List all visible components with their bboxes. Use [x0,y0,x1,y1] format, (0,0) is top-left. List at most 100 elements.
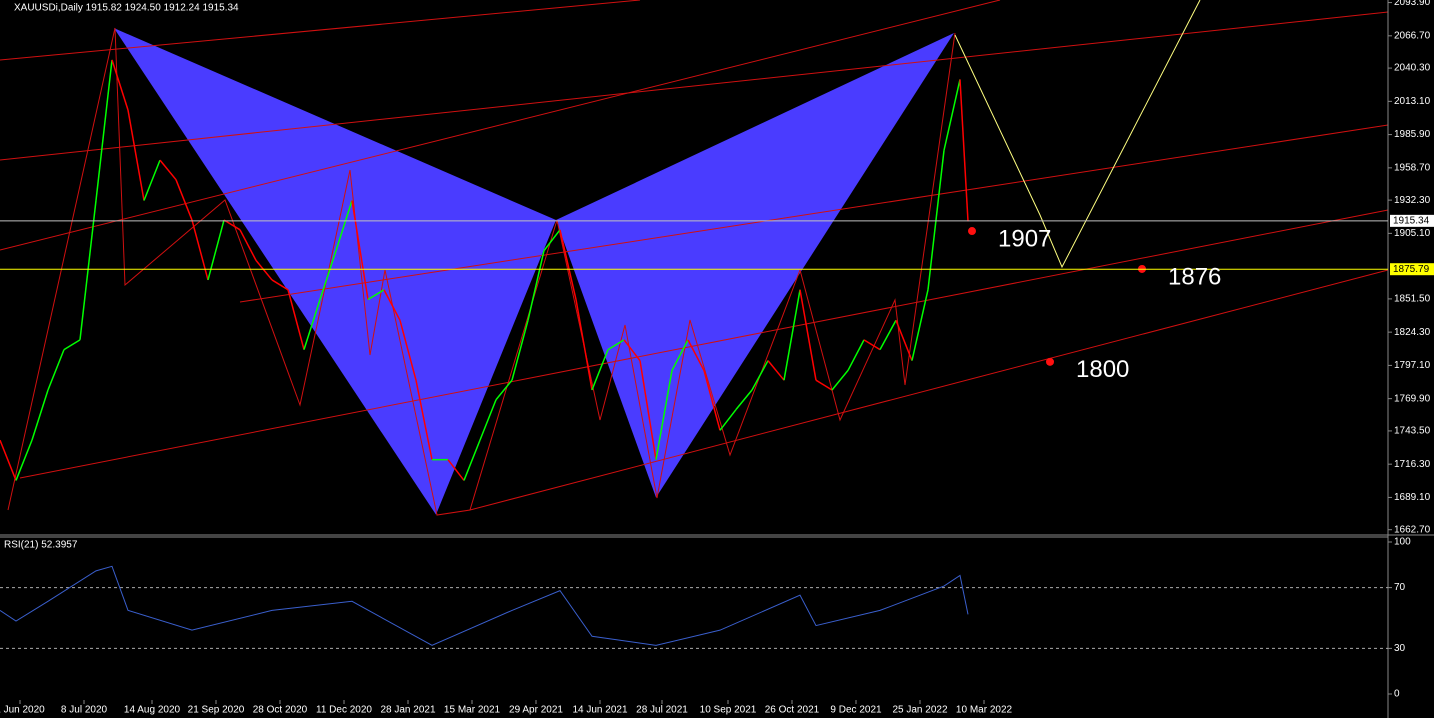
price-segment [607,339,625,351]
rsi-tick-label: 0 [1394,689,1400,700]
price-segment [287,289,305,350]
price-segment [15,439,33,481]
price-segment [895,320,913,361]
price-segment [223,219,241,231]
channel-line [0,0,641,61]
y-tick-label: 1689.10 [1394,492,1431,503]
x-tick-label: 28 Jan 2021 [380,705,435,716]
plot [0,59,1146,481]
x-tick-label: 8 Jul 2020 [61,705,108,716]
y-tick-label: 1905.10 [1394,228,1431,239]
price-segment [79,200,97,340]
y-tick-label: 2066.70 [1394,30,1431,41]
price-segment [735,389,753,411]
y-tick-label: 1797.10 [1394,360,1431,371]
price-segment [927,150,945,290]
price-segment [511,320,529,381]
price-label: 1915.34 [1393,215,1430,226]
x-tick-label: 15 Mar 2021 [444,705,501,716]
price-segment [207,219,225,281]
x-tick-label: 9 Dec 2021 [830,705,882,716]
price-segment [239,229,257,261]
price-segment [543,229,561,252]
price-segment [575,299,593,391]
x-tick-label: 14 Jun 2021 [572,705,627,716]
x-tick-label: 21 Sep 2020 [188,705,245,716]
price-segment [751,360,769,391]
y-tick-label: 1743.50 [1394,426,1431,437]
x-tick-label: 29 Apr 2021 [509,705,563,716]
y-tick-label: 2040.30 [1394,63,1431,74]
price-segment [191,219,209,281]
price-segment [383,289,401,321]
price-segment [959,79,969,222]
price-segment [863,339,881,351]
y-tick-label: 2093.90 [1394,0,1431,8]
price-segment [31,389,49,441]
x-tick-label: 28 Oct 2020 [253,705,308,716]
rsi-title: RSI(21) 52.3957 [4,540,78,551]
price-segment [271,279,289,291]
channel-line [19,209,1389,479]
y-tick-label: 1932.30 [1394,195,1431,206]
price-label-box [1390,263,1434,276]
x-tick-label: 26 Oct 2021 [765,705,820,716]
x-tick-label: 14 Aug 2020 [124,705,181,716]
price-segment [495,379,513,401]
price-segment [911,289,929,361]
zigzag [7,27,956,516]
price-segment [847,339,865,371]
rsi-line [0,565,969,646]
price-segment [399,320,417,381]
rsi-tick-label: 70 [1394,582,1406,593]
price-segment [63,339,81,351]
channel-lines [0,0,1389,516]
price-segment [815,379,833,391]
price-segment [783,289,801,381]
price-segment [351,200,369,300]
annotation-label: 1907 [998,225,1051,252]
price-segment [175,179,193,221]
rsi-tick-label: 30 [1394,643,1406,654]
price-segment [943,79,961,151]
price-segment [127,109,145,201]
price-segment [623,339,641,362]
channel-line [0,11,1389,161]
price-segment [447,459,465,481]
y-tick-label: 1662.70 [1394,524,1431,535]
price-segment [143,159,161,201]
price-segment [655,370,673,460]
price-label-box [1390,214,1434,227]
y-tick-label: 1985.90 [1394,129,1431,140]
annotation-dot [968,227,976,236]
pattern-triangle [114,28,556,515]
y-tick-label: 1824.30 [1394,327,1431,338]
x-tick-label: 28 Jul 2021 [636,705,688,716]
x-tick-label: 11 Dec 2020 [316,705,372,716]
x-tick-label: 1 Jun 2020 [0,705,45,716]
x-tick-label: 10 Mar 2022 [956,705,1013,716]
price-segment [671,339,689,371]
price-segment [703,370,721,431]
chart-title: XAUUSDi,Daily 1915.82 1924.50 1912.24 19… [14,3,239,14]
x-tick-label: 25 Jan 2022 [892,705,947,716]
price-segment [879,319,897,350]
price-segment [0,439,17,481]
price-segment [319,250,337,300]
pattern-triangle [556,33,954,498]
price-segment [639,360,657,460]
price-label: 1875.79 [1393,264,1430,275]
rsi-tick-label: 100 [1394,537,1411,548]
price-segment [255,259,273,281]
price-segment [831,369,849,391]
price-segment [591,349,609,391]
y-tick-label: 1716.30 [1394,459,1431,470]
price-segment [479,399,497,441]
price-segment [687,339,705,371]
price-segment [95,59,113,201]
price-segment [303,299,321,350]
price-segment [799,289,817,381]
channel-line [239,124,1389,303]
price-segment [559,229,577,300]
x-tick-label: 10 Sep 2021 [700,705,757,716]
